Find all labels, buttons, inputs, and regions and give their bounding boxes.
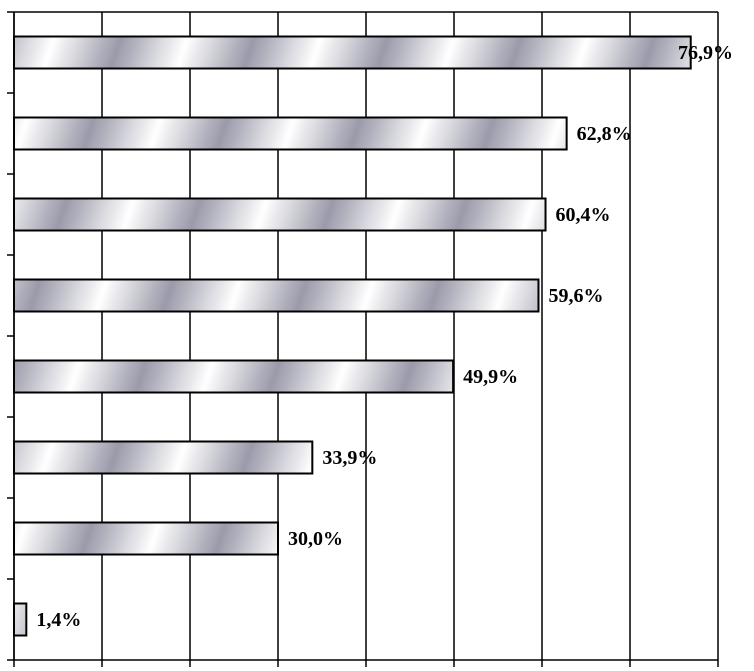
bar [13,197,547,232]
value-label: 62,8% [577,123,632,145]
bar [13,116,568,151]
bar [13,35,692,70]
bar [13,521,279,556]
bar [13,278,540,313]
bar [13,602,28,637]
value-label: 49,9% [463,366,518,388]
value-label: 30,0% [288,528,343,550]
value-label: 33,9% [322,447,377,469]
value-label: 60,4% [556,204,611,226]
bar [13,359,455,394]
value-label: 76,9% [678,42,733,64]
value-label: 59,6% [548,285,603,307]
value-label: 1,4% [36,609,81,631]
bar [13,440,314,475]
